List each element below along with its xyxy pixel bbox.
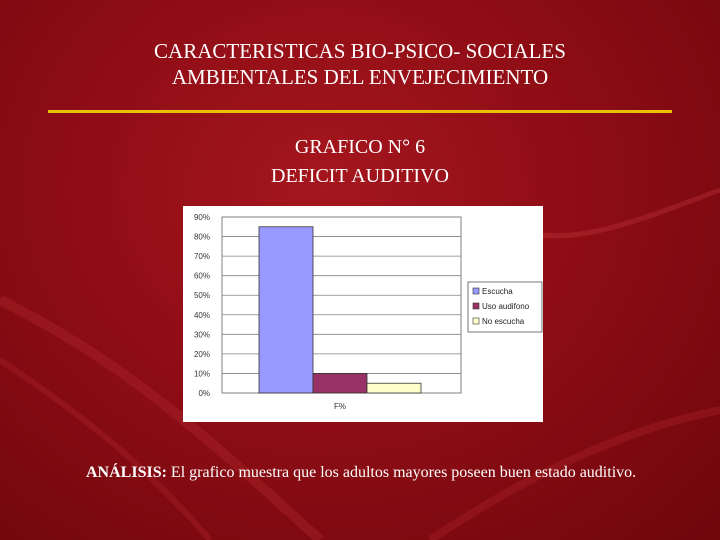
bar-chart: 0% 10% 20% 30% 40% 50% 60% 70% 80% 90% F% Escucha Us… xyxy=(194,213,543,411)
plot-area xyxy=(221,216,462,394)
chart-container: 0% 10% 20% 30% 40% 50% 60% 70% 80% 90% F% Escucha Us… xyxy=(183,206,543,422)
y-tick-label: 30% xyxy=(194,330,210,339)
y-tick-label: 50% xyxy=(194,291,210,300)
legend-entry: Escucha xyxy=(482,287,513,296)
chart-heading-line-2: DEFICIT AUDITIVO xyxy=(271,165,449,187)
legend-box xyxy=(467,281,543,333)
y-tick-label: 90% xyxy=(194,213,210,222)
y-tick-label: 80% xyxy=(194,233,210,242)
y-tick-label: 40% xyxy=(194,311,210,320)
analysis-text: El grafico muestra que los adultos mayor… xyxy=(166,464,637,481)
chart-heading-line-1: GRAFICO N° 6 xyxy=(294,136,426,158)
bar-no-escucha xyxy=(366,382,422,394)
title-divider xyxy=(48,110,672,113)
y-tick-label: 70% xyxy=(194,252,210,261)
chart-heading: GRAFICO N° 6 DEFICIT AUDITIVO xyxy=(0,133,720,191)
slide-title: CARACTERISTICAS BIO-PSICO- SOCIALES AMBI… xyxy=(0,38,720,90)
y-tick-label: 0% xyxy=(198,389,210,398)
legend-swatch xyxy=(472,302,480,310)
analysis-label: ANÁLISIS: xyxy=(86,464,167,481)
bar-escucha xyxy=(258,226,314,394)
legend-swatch xyxy=(472,287,480,295)
legend-entry: No escucha xyxy=(482,317,525,326)
slide-title-line-1: CARACTERISTICAS BIO-PSICO- SOCIALES xyxy=(154,39,566,63)
bar-uso-audifono xyxy=(312,373,368,394)
slide-title-line-2: AMBIENTALES DEL ENVEJECIMIENTO xyxy=(171,65,549,89)
legend-swatch xyxy=(472,317,480,325)
analysis-paragraph: ANÁLISIS: El grafico muestra que los adu… xyxy=(86,462,666,484)
y-tick-label: 60% xyxy=(194,272,210,281)
x-category-label: F% xyxy=(334,402,346,411)
y-tick-label: 10% xyxy=(194,369,210,378)
y-tick-label: 20% xyxy=(194,350,210,359)
legend-entry: Uso audifono xyxy=(482,302,530,311)
